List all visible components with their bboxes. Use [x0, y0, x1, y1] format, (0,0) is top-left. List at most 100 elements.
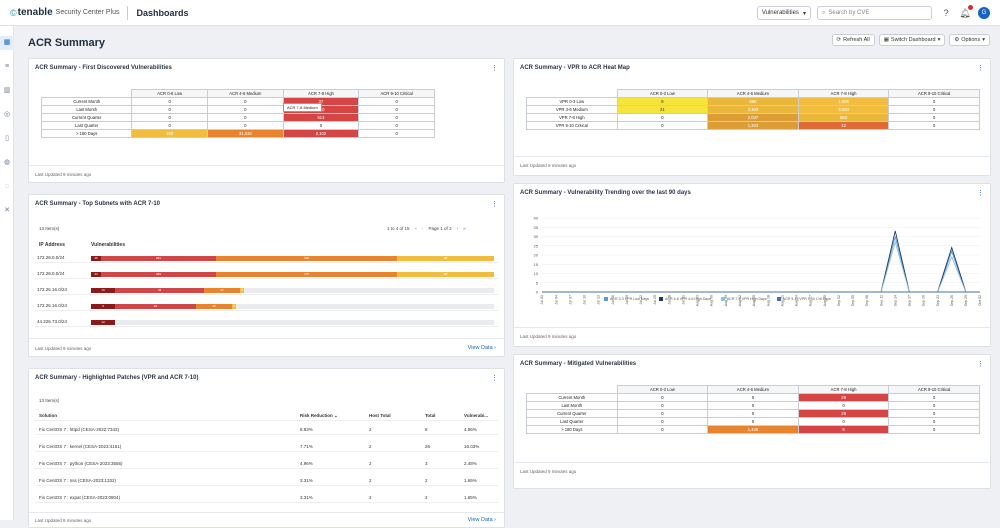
list-icon[interactable]: ≡ — [4, 63, 10, 70]
table-cell[interactable]: 0 — [888, 425, 980, 434]
table-cell[interactable]: 0 — [131, 121, 209, 130]
reports-icon[interactable]: ▯ — [5, 135, 9, 142]
legend-item[interactable]: ACR 0-3 VPR Low Days — [604, 297, 649, 302]
table-cell[interactable]: 8 — [616, 97, 709, 106]
table-cell[interactable]: 0 — [888, 393, 980, 402]
table-cell[interactable]: 0 — [616, 425, 709, 434]
next-page-icon[interactable]: › — [456, 226, 459, 231]
vuln-bar-segment[interactable]: 12 — [91, 320, 116, 325]
panel-menu-icon[interactable]: ⋮ — [491, 375, 498, 382]
vuln-bar-segment[interactable]: 86 — [397, 256, 494, 261]
panel-menu-icon[interactable]: ⋮ — [491, 65, 498, 72]
series-line[interactable] — [542, 240, 980, 293]
table-cell[interactable]: 0 — [358, 105, 435, 114]
table-cell[interactable]: 8 — [797, 425, 890, 434]
first-page-icon[interactable]: « — [414, 226, 418, 231]
table-cell[interactable]: 3,000 — [797, 105, 890, 114]
prev-page-icon[interactable]: ‹ — [422, 226, 424, 231]
view-data-link[interactable]: View Data › — [467, 345, 496, 351]
table-cell[interactable]: 21 — [616, 105, 709, 114]
table-cell[interactable]: 29 — [797, 393, 890, 402]
vuln-bar-segment[interactable]: 283 — [101, 272, 216, 277]
table-cell[interactable]: 1,506 — [797, 97, 890, 106]
legend-item[interactable]: ACR 7-8 VPR High Days — [720, 297, 767, 302]
table-cell[interactable]: 0 — [207, 121, 284, 130]
table-cell[interactable]: 193 — [131, 129, 209, 138]
col-host-header[interactable]: Host Total — [369, 413, 391, 418]
vuln-bar-segment[interactable]: 17 — [203, 288, 241, 293]
view-data-link[interactable]: View Data › — [467, 517, 496, 523]
list-item[interactable]: 172.26.0.0/24 24 283 275 82 — [35, 269, 498, 279]
notifications-icon[interactable]: 🔔︎ — [959, 5, 973, 18]
vulnerabilities-select[interactable]: Vulnerabilities ▾ — [756, 6, 811, 20]
table-cell[interactable]: 0 — [358, 97, 435, 106]
table-cell[interactable]: 0 — [358, 121, 435, 130]
assets-icon[interactable]: ◌ — [4, 183, 10, 190]
options-button[interactable]: ⚙ Options ▾ — [949, 34, 990, 46]
table-cell[interactable]: 0 — [358, 113, 435, 122]
table-cell[interactable]: 0 — [707, 417, 799, 426]
last-page-icon[interactable]: » — [463, 226, 466, 231]
table-cell[interactable]: 0 — [888, 401, 980, 410]
table-cell[interactable]: 12 — [797, 121, 890, 130]
panel-menu-icon[interactable]: ⋮ — [977, 65, 984, 72]
table-cell[interactable]: 0 — [888, 409, 980, 418]
vuln-bar-segment[interactable]: 280 — [215, 256, 398, 261]
table-row[interactable]: Fix CentOS 7 : kernel (CESA-2023:4151) 7.… — [35, 440, 498, 452]
vuln-bar-segment[interactable]: 15 — [195, 304, 233, 309]
table-cell[interactable]: 0 — [797, 417, 890, 426]
col-vuln-header[interactable]: Vulnerabi... — [464, 413, 489, 418]
tools-icon[interactable]: ✕ — [4, 207, 10, 214]
table-cell[interactable]: 0 — [358, 129, 435, 138]
vuln-bar-segment[interactable]: 10 — [91, 288, 116, 293]
list-item[interactable]: 44.226.73.0/24 12 — [35, 317, 498, 327]
col-total-header[interactable]: Total — [425, 413, 436, 418]
vuln-bar-segment[interactable]: 275 — [215, 272, 398, 277]
list-item[interactable]: 172.26.16.0/24 9 40 15 3 — [35, 301, 498, 311]
vuln-bar-segment[interactable]: 3 — [240, 288, 245, 293]
table-cell[interactable]: 0 — [707, 401, 799, 410]
table-cell[interactable]: 0 — [616, 393, 709, 402]
table-cell[interactable]: 2,037 — [707, 113, 799, 122]
vuln-bar-segment[interactable]: 281 — [101, 256, 216, 261]
vuln-bar-segment[interactable]: 9 — [91, 304, 116, 309]
vuln-bar-segment[interactable]: 43 — [115, 288, 204, 293]
table-cell[interactable]: 513 — [282, 113, 360, 122]
table-cell[interactable]: 0 — [616, 417, 709, 426]
table-cell[interactable]: 0 — [616, 113, 709, 122]
table-row[interactable]: Fix CentOS 7 : expat (CESA-2023:0804) 3.3… — [35, 491, 498, 503]
list-item[interactable]: 172.26.16.0/24 10 43 17 3 — [35, 285, 498, 295]
table-cell[interactable]: 0 — [707, 409, 799, 418]
table-cell[interactable]: 0 — [207, 105, 284, 114]
scan-icon[interactable]: ◎ — [3, 111, 11, 118]
avatar[interactable]: G — [978, 7, 990, 19]
table-cell[interactable]: 1,203 — [707, 121, 799, 130]
table-cell[interactable]: 0 — [707, 393, 799, 402]
table-cell[interactable]: 2,102 — [282, 129, 360, 138]
table-cell[interactable]: 0 — [282, 121, 360, 130]
col-solution-header[interactable]: Solution — [39, 413, 57, 418]
table-cell[interactable]: 1,445 — [707, 425, 799, 434]
table-cell[interactable]: 0 — [207, 97, 284, 106]
vuln-bar-segment[interactable]: 3 — [232, 304, 237, 309]
table-row[interactable]: Fix CentOS 7 : httpd (CESA-2022:7343) 8.9… — [35, 423, 498, 435]
panel-menu-icon[interactable]: ⋮ — [491, 201, 498, 208]
panel-menu-icon[interactable]: ⋮ — [977, 190, 984, 197]
dashboard-grid-icon[interactable]: ▦ — [0, 36, 14, 50]
table-cell[interactable]: 0 — [131, 97, 209, 106]
table-cell[interactable]: 883 — [797, 113, 890, 122]
table-cell[interactable]: 0 — [131, 113, 209, 122]
table-cell[interactable]: 0 — [616, 409, 709, 418]
search-input[interactable]: ⌕ Search by CVE — [817, 6, 932, 20]
legend-item[interactable]: ACR 4-6 VPR 4-6 High Days — [658, 297, 711, 302]
table-cell[interactable]: 0 — [797, 401, 890, 410]
table-cell[interactable]: 0 — [207, 113, 284, 122]
table-cell[interactable]: 31,033 — [207, 129, 284, 138]
table-cell[interactable]: 0 — [888, 105, 980, 114]
table-cell[interactable]: 0 — [888, 121, 980, 130]
table-cell[interactable]: 0 — [888, 113, 980, 122]
list-item[interactable]: 172.26.0.0/24 26 281 280 86 — [35, 253, 498, 263]
table-cell[interactable]: 0 — [616, 401, 709, 410]
refresh-all-button[interactable]: ⟳ Refresh All — [831, 34, 875, 46]
vuln-bar-segment[interactable]: 40 — [115, 304, 196, 309]
